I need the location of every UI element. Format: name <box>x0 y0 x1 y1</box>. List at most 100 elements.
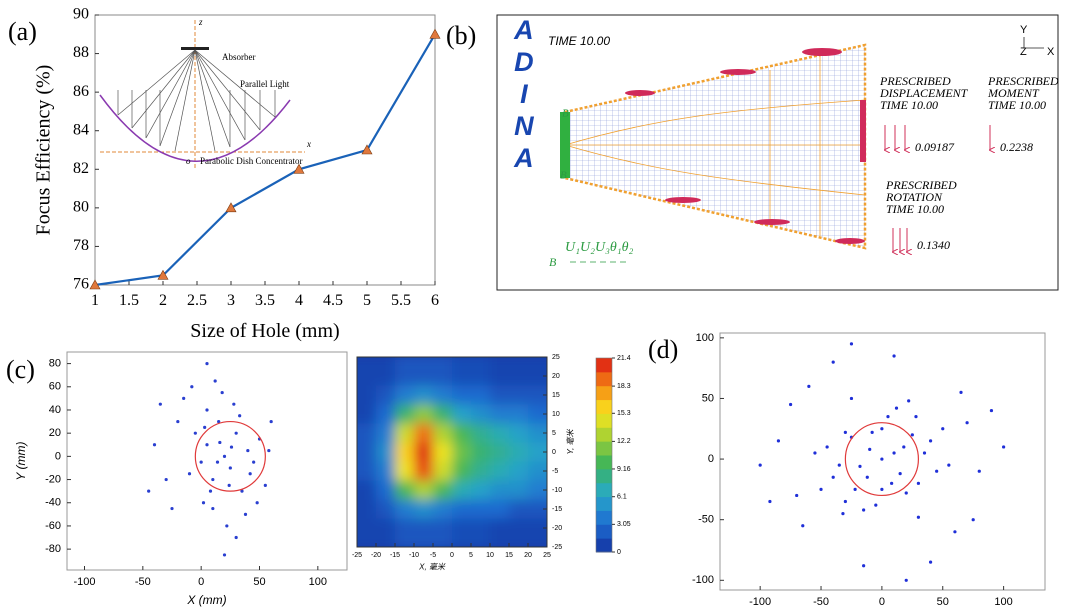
heatmap-cell <box>471 461 491 481</box>
point <box>152 443 157 447</box>
x-tick-label: -15 <box>390 552 400 559</box>
marker <box>225 202 237 213</box>
point <box>935 469 939 473</box>
point <box>831 360 835 364</box>
point <box>953 530 957 534</box>
heatmap-cell <box>376 404 396 424</box>
heatmap-cell <box>528 518 547 547</box>
heatmap-cell <box>509 499 529 519</box>
colorbar-band <box>596 510 612 525</box>
heatmap-cell <box>395 480 415 500</box>
point <box>971 518 975 522</box>
point <box>147 489 151 493</box>
point <box>965 421 969 425</box>
point <box>858 464 862 468</box>
heatmap-cell <box>528 423 547 443</box>
heatmap-cell <box>376 385 396 405</box>
point <box>193 431 197 435</box>
point <box>977 469 981 473</box>
point <box>849 396 854 401</box>
point <box>788 402 793 407</box>
colorbar-band <box>596 538 612 553</box>
heatmap-cell <box>490 480 510 500</box>
inset-label: x <box>306 139 311 149</box>
axis-triad: Y <box>1020 24 1028 36</box>
y-tick-label: 86 <box>73 83 89 100</box>
point <box>201 501 206 505</box>
y-tick-label: -5 <box>552 468 558 475</box>
annotation: TIME 10.00 <box>886 202 944 216</box>
x-tick-label: 4.5 <box>323 292 343 309</box>
point <box>894 406 899 410</box>
point <box>205 408 209 412</box>
arrows <box>885 125 990 252</box>
heatmap-cell <box>414 423 434 443</box>
heatmap-cell <box>509 480 529 500</box>
x-tick-label: -25 <box>352 552 362 559</box>
heatmap-cell <box>452 518 472 547</box>
point <box>947 463 951 467</box>
heatmap-cell <box>357 357 377 386</box>
colorbar-band <box>596 427 612 442</box>
colorbar-band <box>596 524 612 539</box>
heatmap-cell <box>490 423 510 443</box>
marker <box>89 279 101 290</box>
heatmap-cell <box>376 442 396 462</box>
point <box>229 445 234 449</box>
y-axis-label: Focus Efficiency (%) <box>33 65 55 236</box>
heatmap-cell <box>528 404 547 424</box>
point <box>898 472 902 476</box>
y-tick-label: -25 <box>552 544 562 551</box>
parabola <box>99 94 291 162</box>
marker <box>361 144 373 155</box>
heatmap-cell <box>528 357 547 386</box>
heatmap-cell <box>471 442 491 462</box>
annotation-value: 0.09187 <box>915 140 955 154</box>
point <box>243 512 248 516</box>
y-tick-label: -10 <box>552 487 562 494</box>
annotation: ROTATION <box>885 190 943 204</box>
colorbar-band <box>596 482 612 498</box>
axis-triad: Z <box>1020 46 1027 58</box>
point <box>916 515 921 519</box>
point <box>238 414 242 418</box>
heatmap-cell <box>528 385 547 405</box>
point <box>880 427 884 431</box>
marker <box>293 163 305 174</box>
heatmap-cell <box>490 404 510 424</box>
annotation-value: 0.2238 <box>1000 140 1033 154</box>
x-tick-label: 2.5 <box>187 292 207 309</box>
heatmap-cell <box>452 461 472 481</box>
point <box>218 440 222 445</box>
heatmap-cell <box>433 404 453 424</box>
point <box>227 483 231 487</box>
heatmap-cell <box>452 499 472 519</box>
heatmap-cell <box>395 404 415 424</box>
y-axis-label: Y (mm) <box>14 441 28 480</box>
point <box>862 564 866 568</box>
y-tick-label: 0 <box>708 453 714 465</box>
point <box>892 354 896 358</box>
point <box>813 451 817 455</box>
point <box>190 385 194 389</box>
x-tick-label: -100 <box>749 596 771 608</box>
y-tick-label: 0 <box>55 450 61 462</box>
colorbar-band <box>596 455 612 470</box>
heatmap-cell <box>433 518 453 547</box>
colorbar-band <box>596 385 612 401</box>
x-tick-label: 100 <box>309 576 327 588</box>
heatmap-cell <box>490 357 510 386</box>
point <box>205 443 209 447</box>
node-label: B <box>562 108 569 120</box>
point <box>795 493 799 498</box>
plot-frame <box>94 14 436 286</box>
x-tick-label: 1 <box>91 292 99 309</box>
time-label: TIME 10.00 <box>548 34 610 48</box>
x-tick-label: 3.5 <box>255 292 275 309</box>
point <box>865 475 869 479</box>
x-tick-label: 2 <box>159 292 167 309</box>
point <box>870 430 874 435</box>
heatmap-cell <box>433 499 453 519</box>
heatmap-cell <box>471 423 491 443</box>
annotation-value: 0.1340 <box>917 238 950 252</box>
